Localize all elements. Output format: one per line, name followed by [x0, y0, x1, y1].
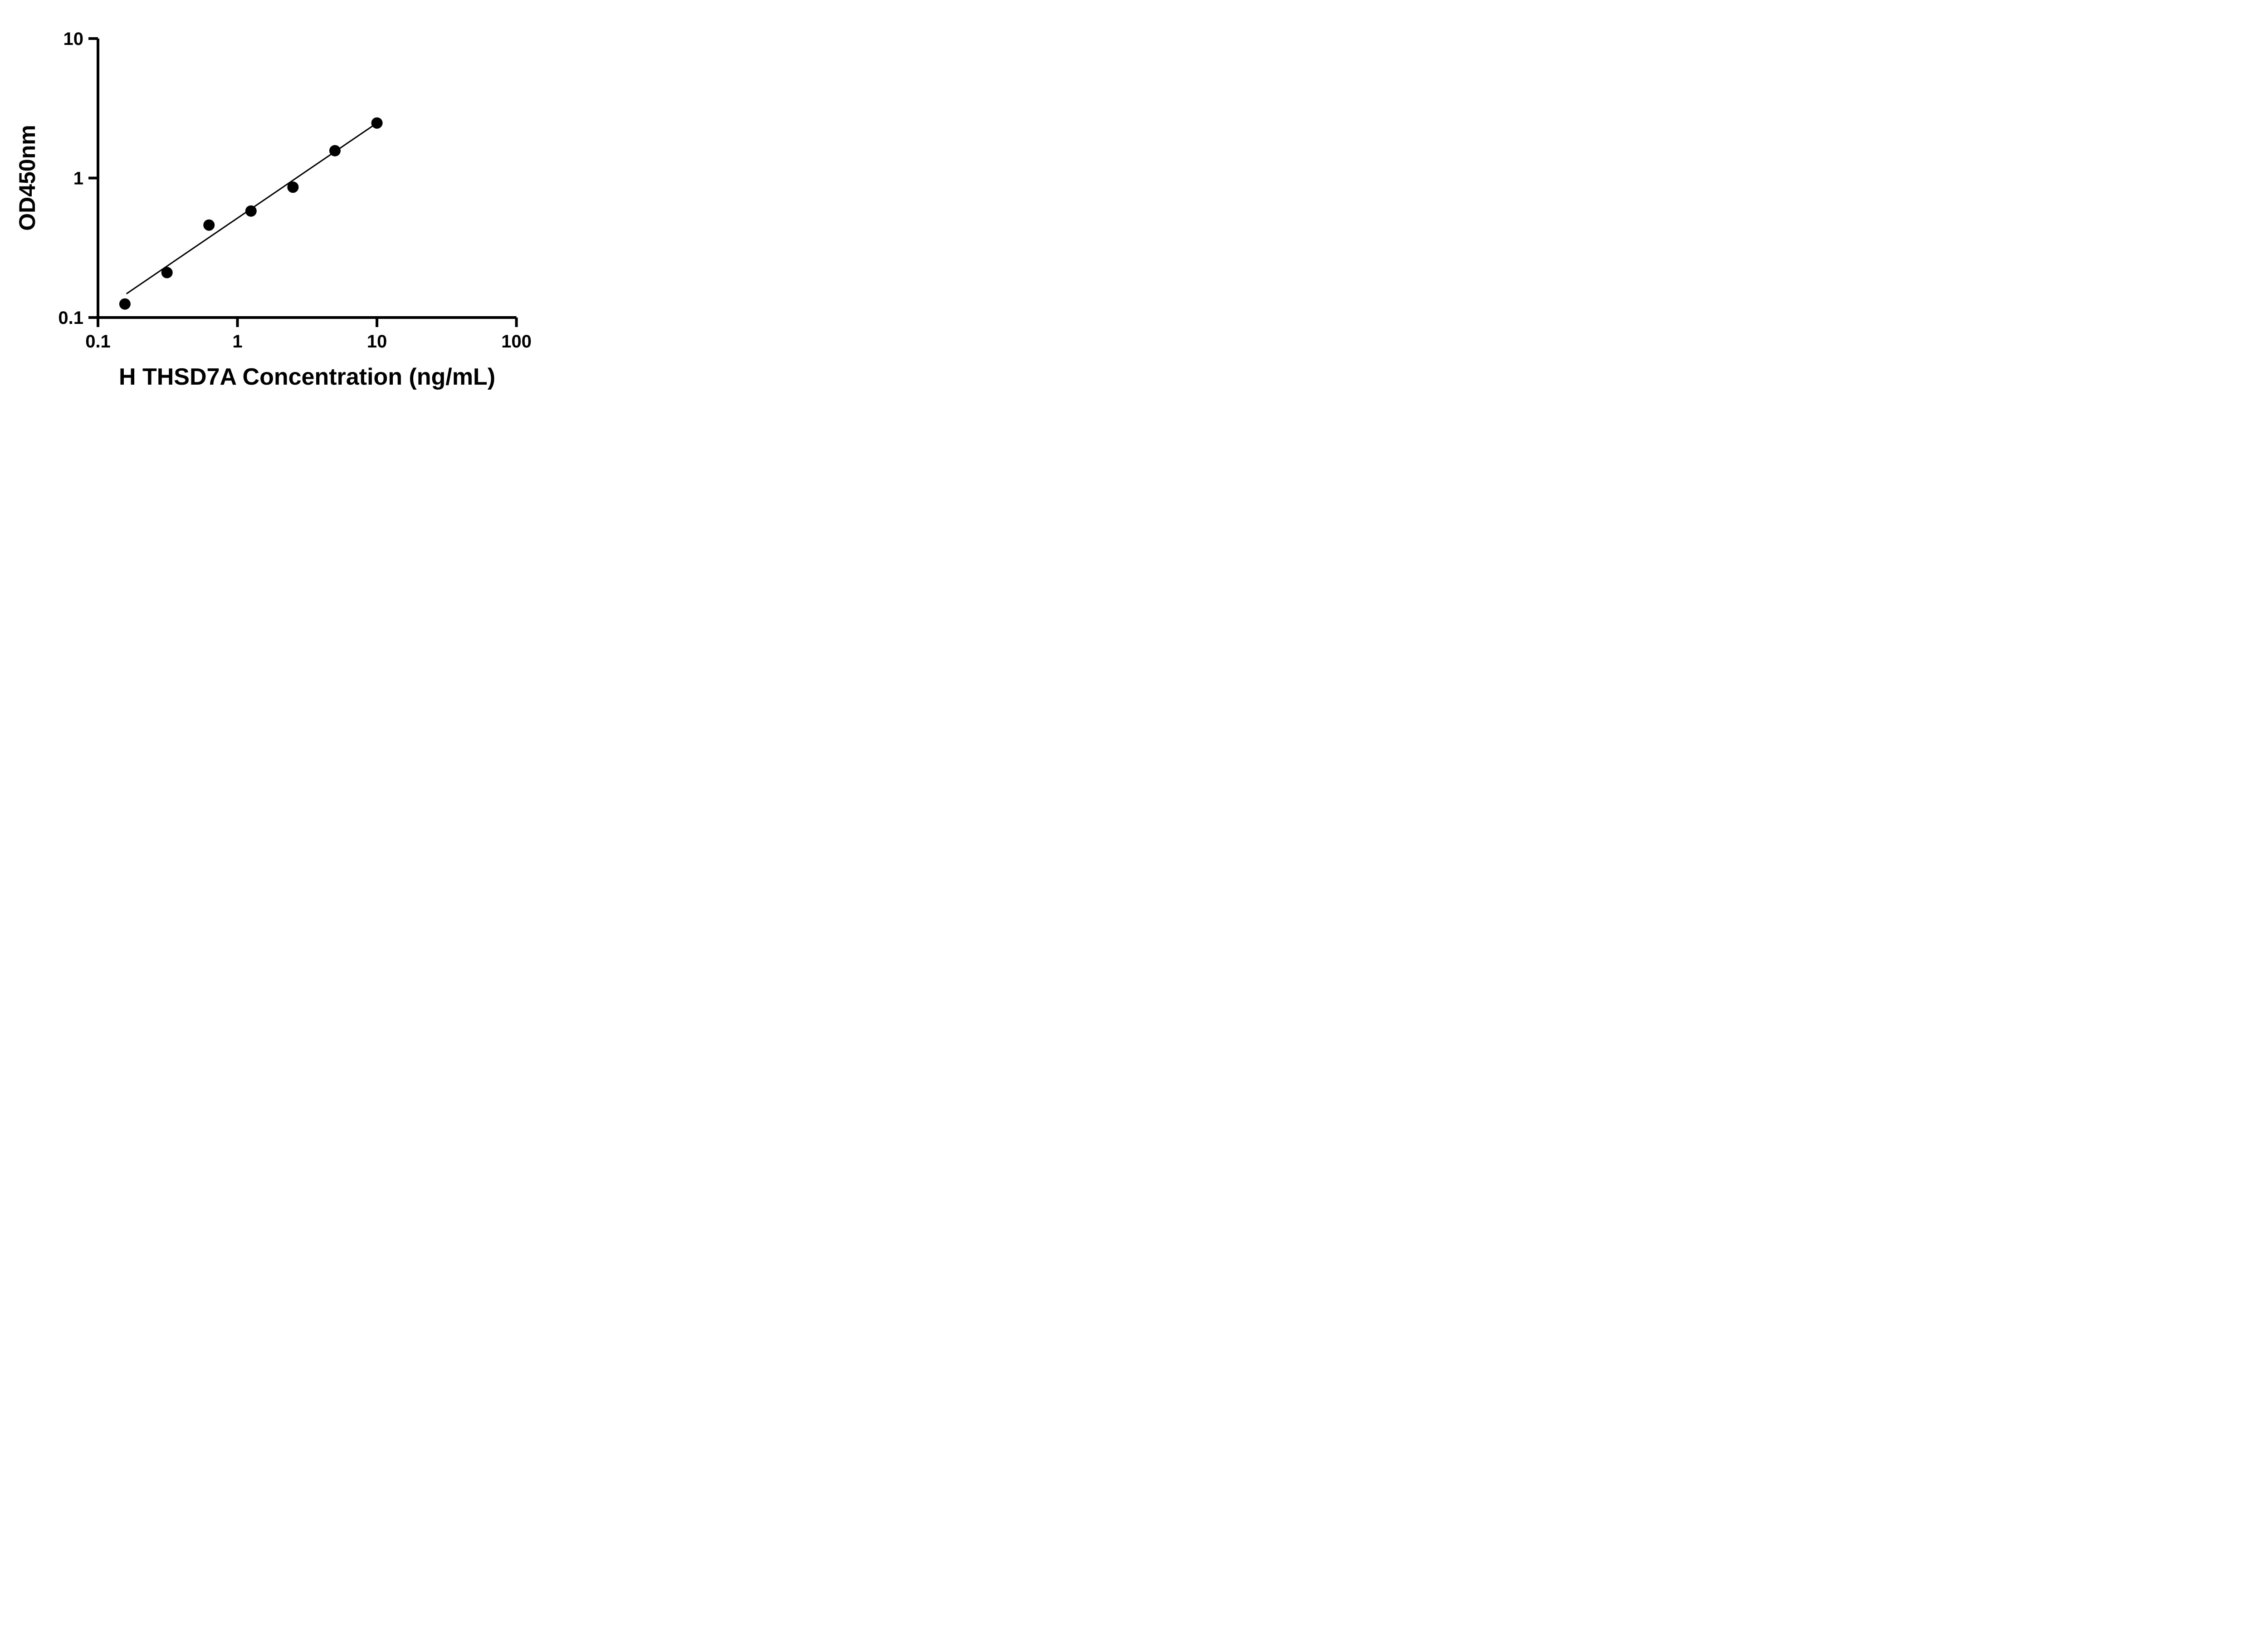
x-tick-label: 100 [501, 332, 532, 352]
elisa-standard-curve-chart: 0.1 1 10 100 0.1 1 10 OD450nm H THSD7A Concent… [15, 29, 532, 390]
x-axis-title: H THSD7A Concentration (ng/mL) [119, 364, 495, 390]
x-tick-label: 1 [232, 332, 242, 352]
x-tick-label: 10 [367, 332, 387, 352]
x-tick-label: 0.1 [85, 332, 111, 352]
y-tick-label: 1 [73, 169, 83, 189]
data-point [161, 267, 173, 279]
data-layer [119, 117, 383, 310]
figure-page: 0.1 1 10 100 0.1 1 10 OD450nm H THSD7A Concent… [0, 0, 570, 408]
y-tick-label: 0.1 [58, 308, 83, 328]
data-point [329, 145, 341, 156]
data-point [245, 205, 257, 217]
data-point [119, 298, 131, 310]
y-axis-title: OD450nm [15, 125, 40, 230]
data-point [203, 219, 215, 231]
data-point [371, 117, 383, 129]
data-point [287, 181, 299, 193]
axes-layer: 0.1 1 10 100 0.1 1 10 [58, 29, 531, 352]
y-tick-label: 10 [64, 29, 84, 49]
